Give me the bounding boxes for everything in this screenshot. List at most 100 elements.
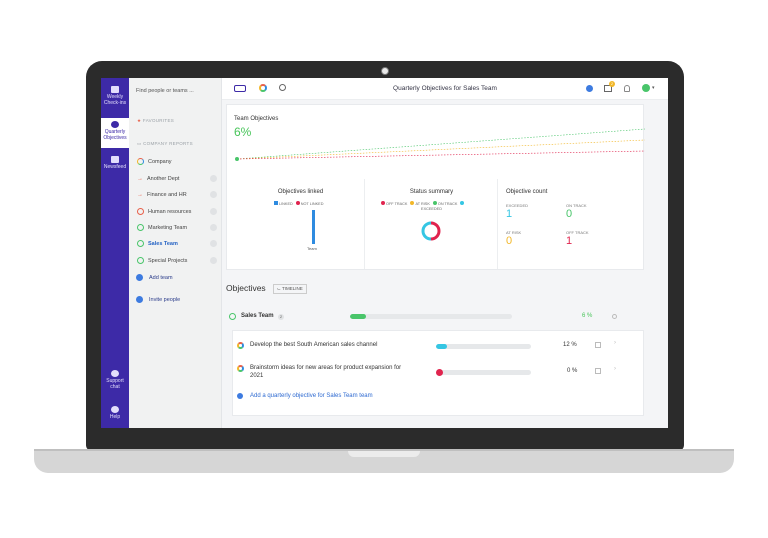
tree-item-special-projects[interactable]: Special Projects	[137, 256, 217, 265]
team-avatar-icon	[137, 224, 144, 231]
tree-label: Special Projects	[148, 257, 188, 264]
status-check-icon	[210, 191, 217, 198]
objectives-trend-chart	[235, 128, 645, 161]
donut-off-track-slice	[421, 221, 441, 241]
team-objective-row[interactable]: Sales Team 2 6 %	[226, 311, 644, 325]
rail-weekly-checkins[interactable]: Weekly Check-ins	[101, 86, 129, 112]
company-reports-label: COMPANY REPORTS	[143, 141, 193, 146]
plus-icon	[136, 296, 143, 303]
status-donut-chart	[421, 221, 441, 241]
chevron-down-icon[interactable]: ▾	[652, 85, 655, 91]
calendar-icon	[111, 86, 119, 93]
team-avatar-icon	[137, 257, 144, 264]
legend-exceeded-label: EXCEEDED	[421, 207, 442, 211]
edit-icon[interactable]	[595, 368, 601, 374]
add-objective-link[interactable]: Add a quarterly objective for Sales Team…	[237, 393, 373, 399]
team-percent: 6 %	[582, 313, 593, 319]
bell-icon[interactable]	[624, 85, 630, 92]
objective-title: Develop the best South American sales ch…	[250, 342, 378, 348]
add-icon[interactable]	[586, 85, 593, 92]
add-team-label: Add team	[149, 274, 173, 281]
objective-count-title: Objective count	[506, 189, 548, 195]
rail-quarterly-objectives[interactable]: Quarterly Objectives	[101, 118, 129, 148]
arrow-icon: →	[137, 191, 143, 198]
notifications-tray-icon[interactable]	[604, 85, 612, 92]
rail-help[interactable]: Help	[101, 406, 129, 424]
legend-off-track-swatch	[381, 201, 385, 205]
objective-list-card: Develop the best South American sales ch…	[232, 330, 644, 416]
team-objectives-percent: 6%	[234, 125, 252, 139]
legend-linked-swatch	[274, 201, 278, 205]
menu-toggle-icon[interactable]	[234, 85, 246, 92]
at-risk-label: AT RISK	[506, 230, 522, 235]
status-check-icon	[210, 175, 217, 182]
timeline-button[interactable]: ⌙ TIMELINE	[273, 284, 307, 294]
legend-linked-label: LINKED	[279, 202, 293, 206]
at-risk-value: 0	[506, 235, 513, 247]
objective-percent: 0 %	[567, 368, 578, 374]
status-summary-title: Status summary	[409, 189, 454, 195]
top-bar: Quarterly Objectives for Sales Team 2 ▾	[222, 78, 668, 100]
tree-item-human-resources[interactable]: Human resources	[137, 207, 217, 216]
objectives-linked-panel: Objectives linked LINKED NOT LINKED Team	[236, 179, 365, 269]
team-objectives-label: Team Objectives	[234, 116, 279, 122]
legend-not-linked-swatch	[295, 201, 300, 205]
add-team-button[interactable]: Add team	[136, 274, 173, 281]
chevron-right-icon[interactable]: ›	[614, 340, 616, 346]
tree-label: Company	[148, 158, 172, 165]
newsfeed-icon	[111, 156, 119, 163]
status-check-icon	[210, 208, 217, 215]
trend-line-yellow	[236, 139, 645, 160]
legend-at-risk-swatch	[410, 201, 415, 205]
legend-off-track-label: OFF TRACK	[386, 202, 408, 206]
team-avatar-icon	[137, 208, 144, 215]
tree-item-another-dept[interactable]: → Another Dept	[137, 174, 217, 183]
status-legend: OFF TRACK AT RISK ON TRACK	[381, 201, 465, 206]
status-dot	[436, 369, 443, 376]
company-logo-icon	[137, 158, 144, 165]
tree-label: Marketing Team	[148, 224, 188, 231]
trend-line-red	[236, 150, 645, 160]
team-name: Sales Team	[241, 313, 274, 319]
chevron-right-icon[interactable]: ›	[614, 366, 616, 372]
edit-icon[interactable]	[595, 342, 601, 348]
legend-not-linked-label: NOT LINKED	[300, 202, 324, 206]
favourites-label: FAVOURITES	[142, 118, 175, 123]
search-input[interactable]: Find people or teams ...	[136, 88, 194, 94]
objective-count-panel: Objective count EXCEEDED 1 ON TRACK 0 AT…	[498, 179, 638, 269]
reports-icon: ▭	[137, 141, 144, 146]
star-icon: ★	[137, 118, 143, 123]
app-logo-icon[interactable]	[259, 84, 267, 92]
exceeded-value: 1	[506, 208, 513, 220]
expand-icon[interactable]	[612, 314, 617, 319]
objective-row[interactable]: Develop the best South American sales ch…	[233, 331, 645, 359]
objectives-linked-title: Objectives linked	[277, 189, 324, 195]
status-summary-panel: Status summary OFF TRACK AT RISK ON TRAC…	[365, 179, 498, 269]
legend-on-track-label: ON TRACK	[437, 202, 458, 206]
objective-progress-bar	[436, 370, 531, 375]
trend-start-point	[235, 157, 239, 161]
linked-bar-label: Team	[307, 246, 317, 251]
tree-item-company[interactable]: Company	[137, 157, 217, 166]
chat-icon	[111, 370, 119, 377]
legend-at-risk-label: AT RISK	[415, 202, 430, 206]
tree-item-sales-team[interactable]: Sales Team	[137, 239, 217, 248]
timeline-label: TIMELINE	[281, 286, 303, 291]
status-check-icon	[210, 224, 217, 231]
avatar[interactable]	[642, 84, 650, 92]
laptop-hinge	[34, 449, 734, 452]
team-progress-fill	[350, 314, 367, 319]
pie-chart-icon	[111, 121, 119, 128]
tree-item-finance-hr[interactable]: → Finance and HR	[137, 190, 217, 199]
app-screen: Weekly Check-ins Quarterly Objectives Ne…	[101, 78, 668, 428]
tree-item-marketing-team[interactable]: Marketing Team	[137, 223, 217, 232]
rail-newsfeed[interactable]: Newsfeed	[101, 156, 129, 176]
plus-icon	[237, 393, 243, 399]
team-panel: Find people or teams ... ★ FAVOURITES ▭ …	[129, 78, 222, 428]
tree-label: Human resources	[148, 208, 192, 215]
tree-label: Sales Team	[148, 240, 178, 247]
search-icon[interactable]	[279, 84, 286, 91]
objective-row[interactable]: Brainstorm ideas for new areas for produ…	[233, 361, 645, 383]
invite-people-button[interactable]: Invite people	[136, 296, 180, 303]
rail-support-chat[interactable]: Support chat	[101, 370, 129, 392]
